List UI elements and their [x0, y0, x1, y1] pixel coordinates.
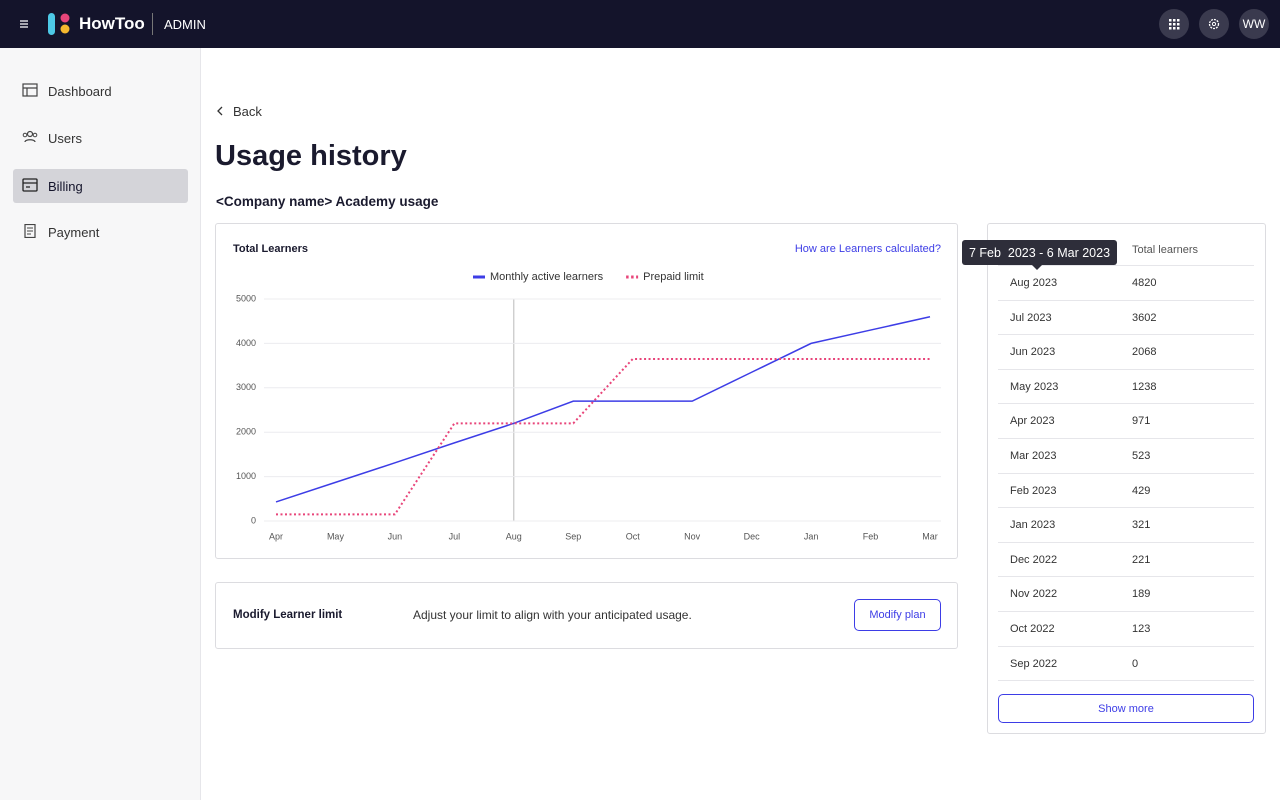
tooltip: 7 Feb 2023 - 6 Mar 2023 [962, 240, 1117, 265]
sidebar: Dashboard Users Billing Payment [0, 48, 201, 800]
nav-item[interactable]: Dashboard [13, 74, 188, 108]
nav-item[interactable]: Payment [13, 215, 188, 249]
month-cell: Dec 2022 [1010, 553, 1058, 566]
nav-label: Payment [48, 224, 100, 240]
logo [48, 13, 70, 35]
table-row: Mar 2023 523 [998, 439, 1254, 474]
month-cell: Feb 2023 [1010, 484, 1057, 497]
month-cell: Jan 2023 [1010, 519, 1056, 532]
avatar[interactable]: WW [1239, 9, 1269, 39]
table-row: Jun 2023 2068 [998, 335, 1254, 370]
table-row: Oct 2022 123 [998, 612, 1254, 647]
limit-text: Adjust your limit to align with your ant… [413, 608, 692, 622]
month-cell: Aug 2023 [1010, 277, 1058, 289]
x-tick-label: Apr [269, 531, 283, 541]
modify-plan-button[interactable]: Modify plan [854, 599, 941, 631]
series-line [275, 316, 931, 503]
table-row: Aug 2023 4820 [998, 266, 1254, 301]
count-cell: 321 [1132, 519, 1151, 532]
page-subtitle: <Company name> Academy usage [216, 194, 439, 209]
tooltip-arrow [1031, 264, 1043, 270]
count-cell: 2068 [1132, 346, 1157, 359]
chart-card: Total Learners How are Learners calculat… [215, 223, 958, 559]
table-row: Jan 2023 321 [998, 508, 1254, 543]
table-row: Dec 2022 221 [998, 543, 1254, 578]
nav-label: Users [48, 130, 82, 146]
table-row: Apr 2023 971 [998, 404, 1254, 439]
menu-icon[interactable] [18, 18, 30, 30]
count-cell: 971 [1132, 415, 1151, 428]
count-cell: 429 [1132, 484, 1151, 497]
limit-title: Modify Learner limit [233, 609, 343, 621]
header-rule [998, 265, 1254, 266]
x-tick-label: Jul [449, 531, 461, 541]
count-cell: 4820 [1132, 277, 1157, 289]
nav-label: Billing [48, 178, 83, 194]
y-tick-label: 2000 [236, 427, 256, 437]
x-tick-label: Mar [922, 531, 938, 541]
x-tick-label: May [327, 531, 345, 541]
table-row: Feb 2023 429 [998, 474, 1254, 509]
settings-button[interactable] [1199, 9, 1229, 39]
x-tick-label: Jun [388, 531, 403, 541]
x-tick-label: Sep [565, 531, 581, 541]
x-tick-label: Jan [804, 531, 819, 541]
month-cell: May 2023 [1010, 380, 1059, 393]
x-tick-label: Oct [626, 531, 641, 541]
limit-card: Modify Learner limit Adjust your limit t… [215, 582, 958, 649]
divider [152, 13, 153, 35]
x-tick-label: Aug [506, 531, 522, 541]
y-tick-label: 4000 [236, 338, 256, 348]
legend-label: Prepaid limit [643, 271, 704, 283]
y-tick-label: 0 [251, 515, 256, 525]
month-cell: Jun 2023 [1010, 346, 1056, 359]
count-cell: 189 [1132, 588, 1151, 601]
column-header: Total learners [1132, 244, 1199, 256]
brand: HowToo [79, 14, 145, 33]
month-cell: Oct 2022 [1010, 623, 1055, 635]
table-row: Jul 2023 3602 [998, 301, 1254, 336]
table-row: May 2023 1238 [998, 370, 1254, 405]
chart-title: Total Learners [233, 243, 308, 255]
page-title: Usage history [215, 140, 407, 172]
x-tick-label: Dec [744, 531, 761, 541]
section: ADMIN [164, 17, 206, 32]
legend-label: Monthly active learners [490, 271, 604, 283]
month-cell: Mar 2023 [1010, 450, 1057, 462]
y-tick-label: 1000 [236, 471, 256, 481]
y-tick-label: 5000 [236, 293, 256, 303]
count-cell: 3602 [1132, 311, 1157, 324]
count-cell: 0 [1132, 657, 1139, 670]
back-link[interactable]: Back [233, 104, 262, 119]
back-icon [217, 106, 223, 116]
count-cell: 523 [1132, 450, 1151, 462]
nav-item[interactable]: Users [13, 121, 188, 155]
month-cell: Jul 2023 [1010, 311, 1052, 324]
table-row: Sep 2022 0 [998, 647, 1254, 682]
chart: Total Learners How are Learners calculat… [233, 243, 941, 541]
table-row: Nov 2022 189 [998, 577, 1254, 612]
nav-label: Dashboard [48, 83, 112, 99]
month-cell: Apr 2023 [1010, 415, 1055, 428]
count-cell: 123 [1132, 623, 1151, 635]
help-link[interactable]: How are Learners calculated? [795, 243, 941, 255]
show-more-button[interactable]: Show more [998, 694, 1254, 723]
month-cell: Sep 2022 [1010, 657, 1058, 670]
x-tick-label: Nov [684, 531, 701, 541]
apps-button[interactable] [1159, 9, 1189, 39]
y-tick-label: 3000 [236, 382, 256, 392]
x-tick-label: Feb [863, 531, 879, 541]
month-cell: Nov 2022 [1010, 588, 1058, 601]
count-cell: 221 [1132, 553, 1151, 566]
series-line [276, 357, 930, 516]
count-cell: 1238 [1132, 380, 1157, 393]
top-bar: HowToo ADMIN WW [0, 0, 1280, 48]
nav-item[interactable]: Billing [13, 169, 188, 203]
table-card: Total learners Show more Aug 2023 4820 Jul… [987, 223, 1266, 734]
